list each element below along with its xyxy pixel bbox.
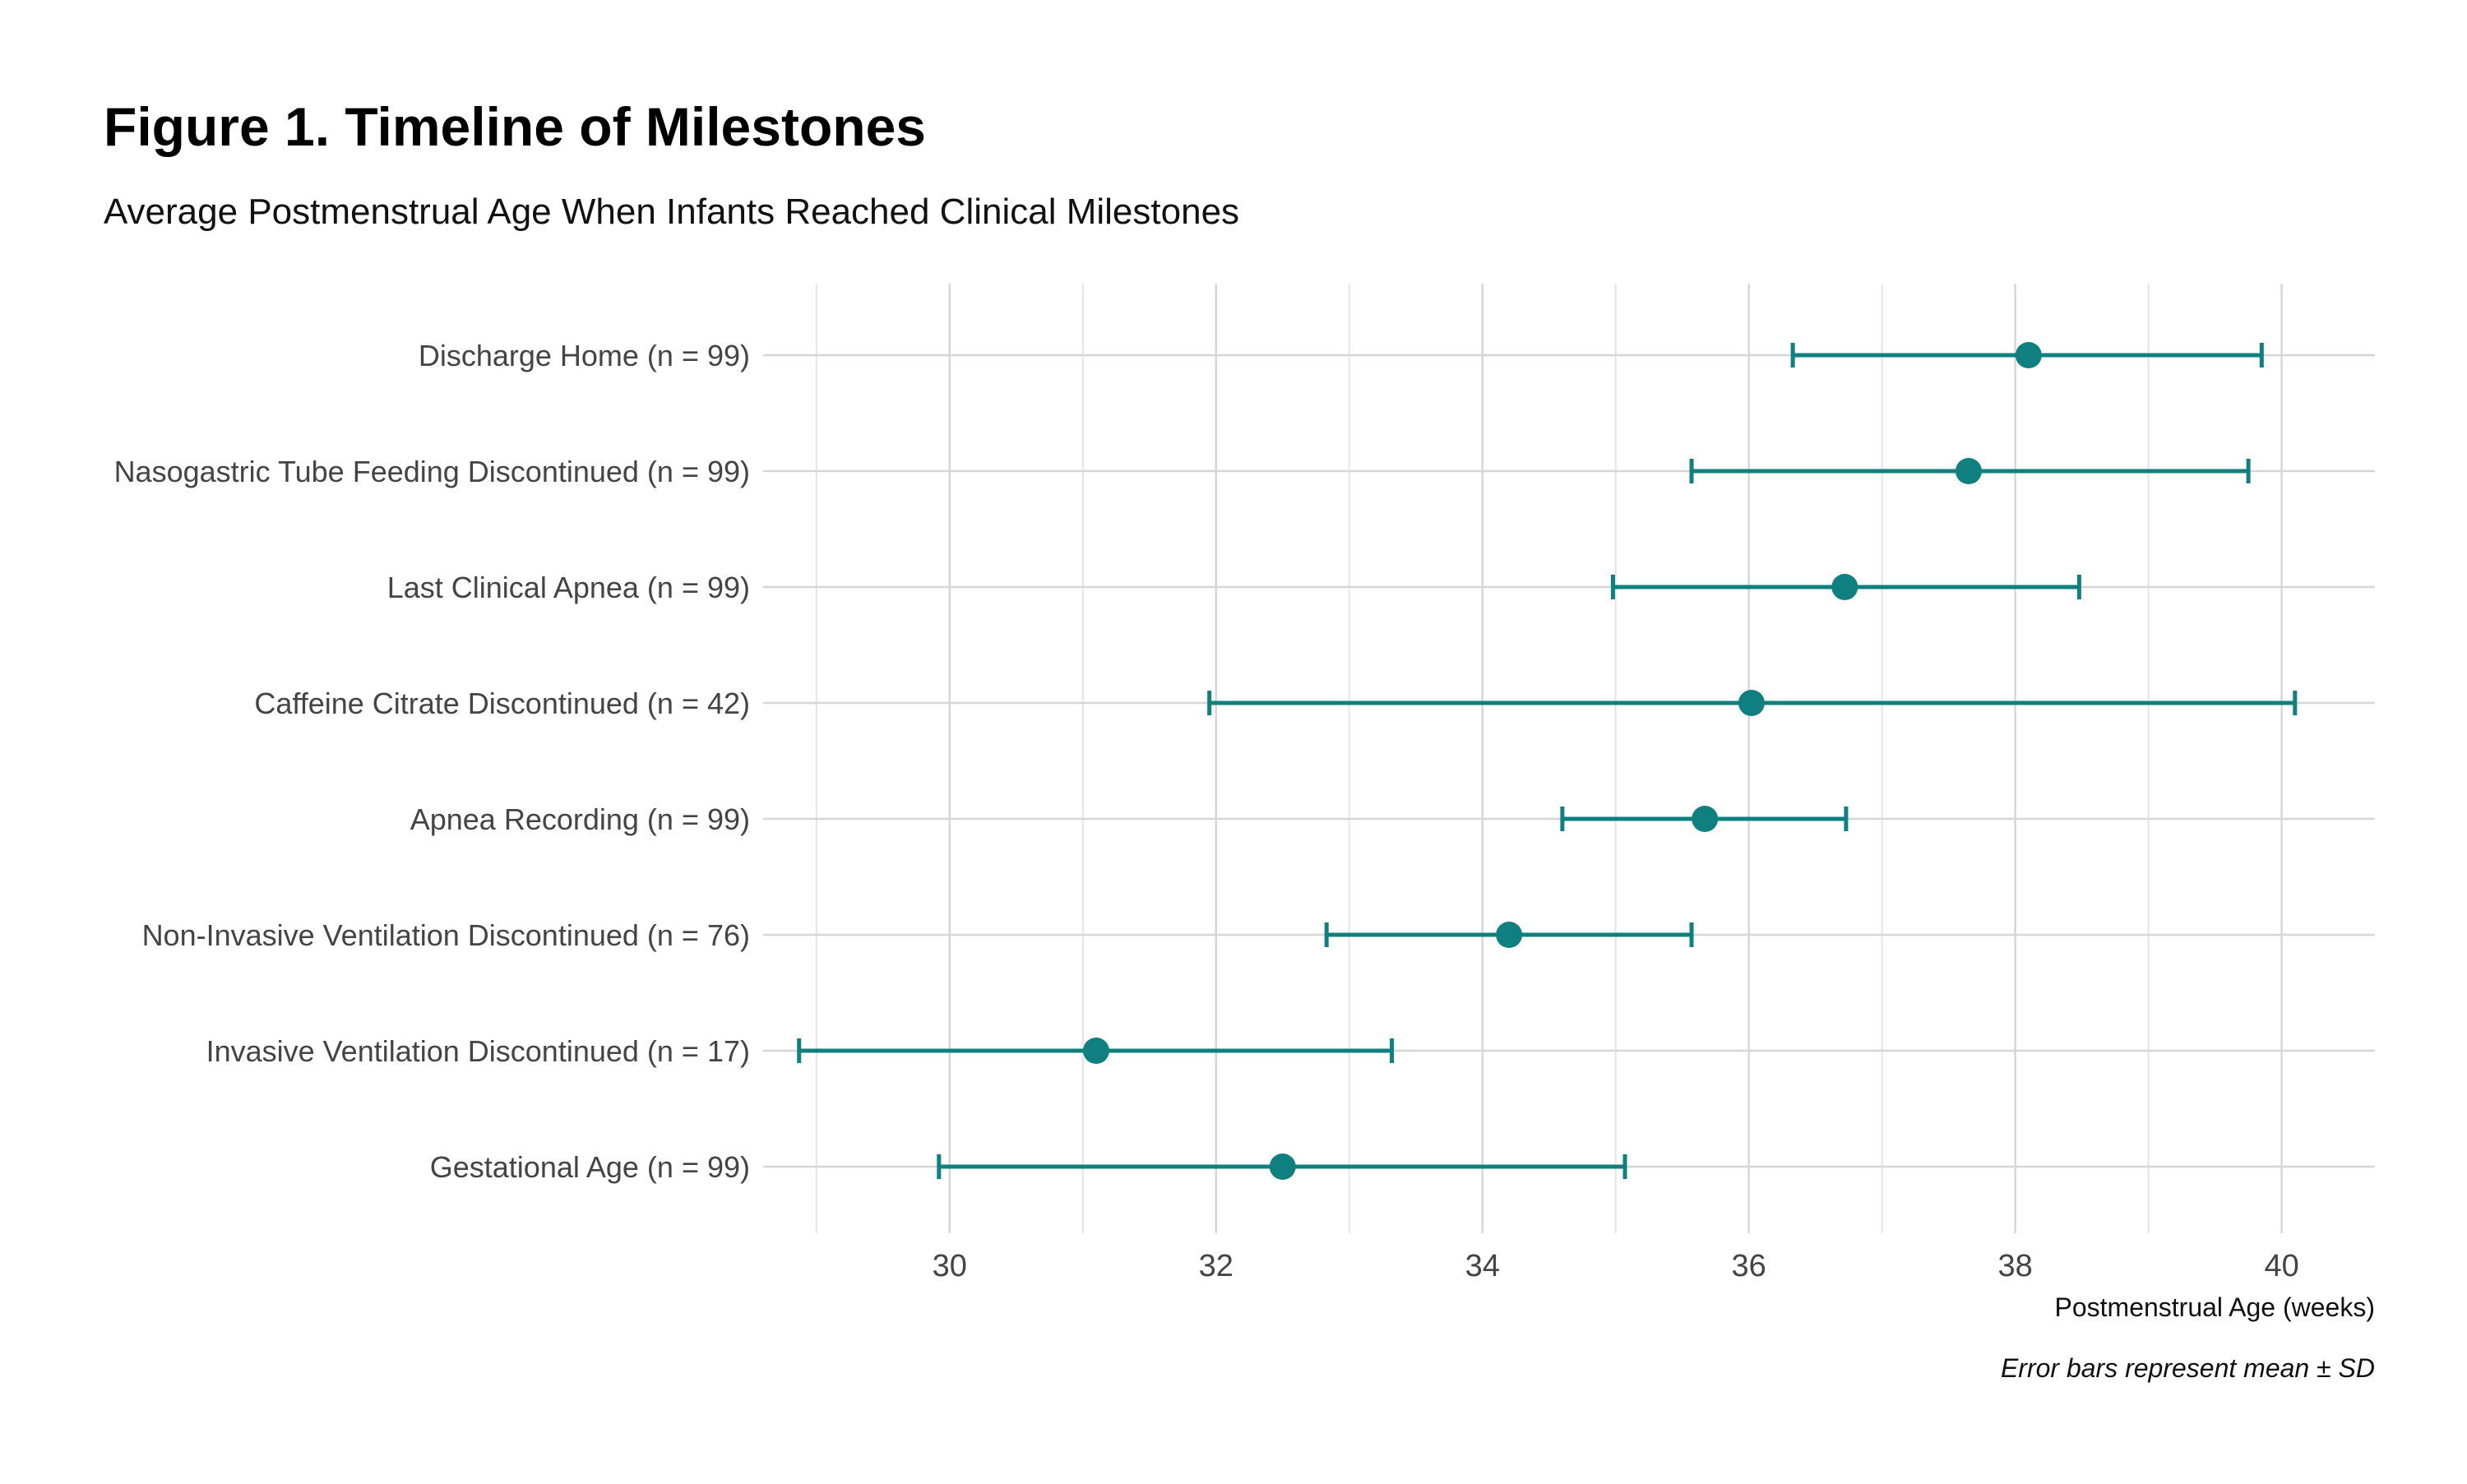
category-label: Non-Invasive Ventilation Discontinued (n… bbox=[142, 918, 750, 952]
category-label: Caffeine Citrate Discontinued (n = 42) bbox=[254, 687, 750, 720]
mean-point bbox=[1082, 1038, 1109, 1064]
category-label: Invasive Ventilation Discontinued (n = 1… bbox=[206, 1034, 750, 1068]
x-tick-label: 30 bbox=[933, 1249, 967, 1283]
mean-point bbox=[2015, 342, 2042, 368]
chart-title: Figure 1. Timeline of Milestones bbox=[104, 96, 926, 157]
chart-caption: Error bars represent mean ± SD bbox=[2001, 1353, 2375, 1383]
category-labels: Discharge Home (n = 99) Nasogastric Tube … bbox=[114, 339, 750, 1184]
x-tick-label: 40 bbox=[2264, 1249, 2298, 1283]
category-label: Discharge Home (n = 99) bbox=[419, 339, 750, 372]
x-tick-label: 38 bbox=[1998, 1249, 2033, 1283]
category-label: Gestational Age (n = 99) bbox=[430, 1150, 750, 1184]
category-label: Last Clinical Apnea (n = 99) bbox=[387, 571, 750, 604]
mean-points bbox=[1082, 342, 2042, 1180]
mean-point bbox=[1692, 806, 1719, 832]
category-label: Apnea Recording (n = 99) bbox=[410, 802, 750, 836]
x-axis-ticks: 30 32 34 36 38 40 bbox=[933, 1249, 2299, 1283]
mean-point bbox=[1496, 922, 1523, 948]
x-axis-label: Postmenstrual Age (weeks) bbox=[2055, 1292, 2376, 1322]
x-tick-label: 34 bbox=[1465, 1249, 1500, 1283]
x-tick-label: 32 bbox=[1199, 1249, 1234, 1283]
chart-subtitle: Average Postmenstrual Age When Infants R… bbox=[104, 192, 1239, 232]
mean-point bbox=[1955, 458, 1982, 484]
mean-point bbox=[1738, 690, 1765, 716]
x-tick-label: 36 bbox=[1732, 1249, 1766, 1283]
category-label: Nasogastric Tube Feeding Discontinued (n… bbox=[114, 455, 750, 488]
mean-point bbox=[1269, 1153, 1296, 1180]
gridlines bbox=[763, 284, 2375, 1233]
mean-point bbox=[1831, 574, 1858, 600]
error-bars bbox=[797, 343, 2298, 1179]
